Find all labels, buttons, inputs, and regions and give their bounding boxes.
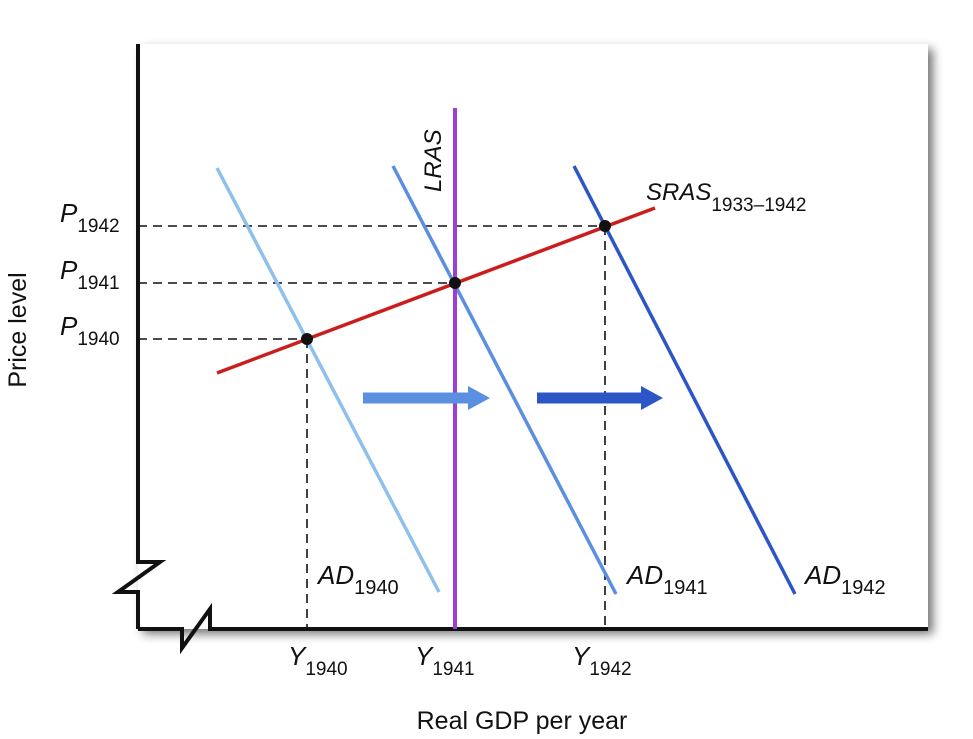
y-axis	[111, 44, 167, 629]
y1941-label: Y1941	[415, 641, 475, 680]
ad-1942-curve	[572, 165, 797, 595]
x-axis	[138, 602, 928, 655]
y-axis-title: Price level	[4, 272, 32, 387]
equilibrium-point-1942	[599, 220, 611, 232]
equilibrium-point-1940	[301, 333, 313, 345]
ad-1940-label: AD1940	[316, 560, 399, 599]
p1941-label: P1941	[60, 255, 120, 294]
x-axis-title: Real GDP per year	[417, 707, 628, 735]
p1940-label: P1940	[60, 311, 120, 350]
axes	[111, 44, 928, 655]
ad-1942-label: AD1942	[803, 560, 886, 599]
plot-panel	[138, 44, 928, 629]
y1942-label: Y1942	[572, 641, 632, 680]
shift-arrow-1	[363, 386, 490, 410]
ad-1940-curve	[215, 167, 441, 593]
sras-curve	[216, 206, 656, 375]
lras-label: LRAS	[420, 129, 447, 192]
shift-arrow-2	[537, 386, 663, 410]
guide-lines	[138, 225, 606, 629]
sras-label: SRAS1933–1942	[646, 179, 806, 216]
p1942-label: P1942	[60, 198, 120, 237]
ad-1941-label: AD1941	[625, 560, 708, 599]
equilibrium-point-1941	[449, 277, 461, 289]
y1940-label: Y1940	[288, 641, 348, 680]
ad-1941-curve	[391, 165, 618, 595]
